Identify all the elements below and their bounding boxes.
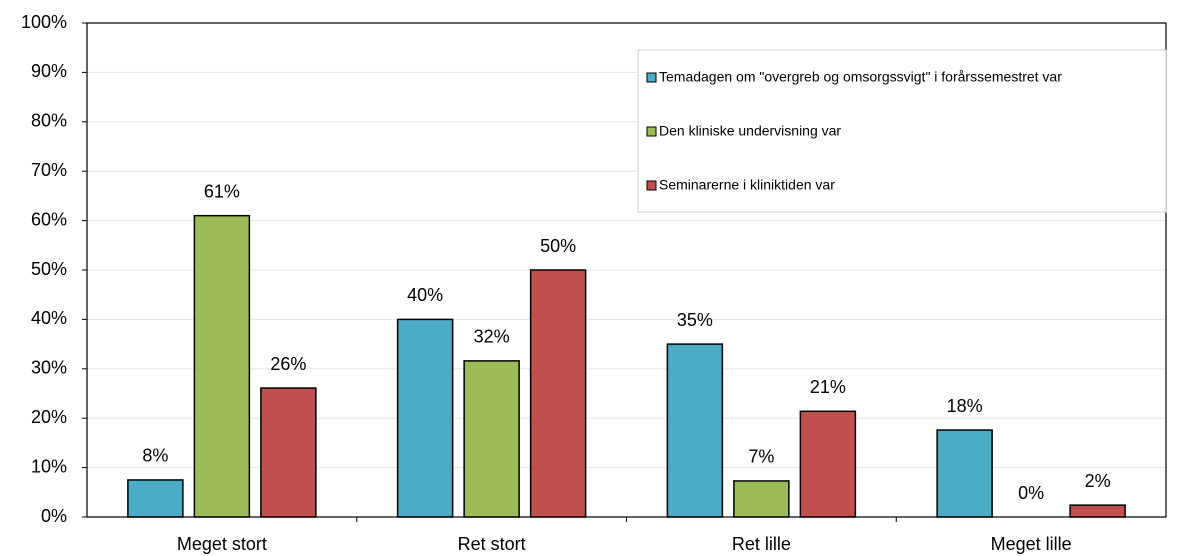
bar bbox=[936, 429, 993, 518]
legend-box bbox=[637, 49, 1167, 213]
bar bbox=[666, 343, 724, 518]
bar bbox=[260, 387, 317, 518]
y-tick-label: 90% bbox=[31, 61, 67, 81]
x-tick-label: Meget lille bbox=[991, 534, 1072, 554]
y-tick-label: 0% bbox=[41, 506, 67, 526]
y-tick-label: 40% bbox=[31, 308, 67, 328]
legend-swatch bbox=[646, 126, 657, 137]
legend-label: Temadagen om "overgreb og omsorgssvigt" … bbox=[659, 69, 1062, 85]
y-tick-label: 60% bbox=[31, 209, 67, 229]
value-label: 0% bbox=[1018, 483, 1044, 503]
y-tick-label: 10% bbox=[31, 456, 67, 476]
value-label: 61% bbox=[204, 181, 240, 201]
bar bbox=[463, 360, 520, 518]
value-label: 50% bbox=[540, 236, 576, 256]
bar bbox=[529, 269, 587, 518]
value-label: 21% bbox=[810, 377, 846, 397]
y-tick-label: 30% bbox=[31, 358, 67, 378]
bar bbox=[127, 479, 184, 518]
value-label: 18% bbox=[947, 396, 983, 416]
bar bbox=[799, 410, 857, 518]
bar bbox=[1069, 504, 1126, 518]
bar bbox=[733, 480, 790, 518]
value-label: 35% bbox=[677, 310, 713, 330]
x-tick-label: Ret lille bbox=[732, 534, 791, 554]
bar bbox=[396, 318, 454, 518]
value-label: 2% bbox=[1085, 471, 1111, 491]
bar bbox=[193, 214, 251, 518]
y-tick-label: 20% bbox=[31, 407, 67, 427]
legend-label: Seminarerne i kliniktiden var bbox=[659, 177, 835, 193]
y-tick-label: 50% bbox=[31, 259, 67, 279]
y-tick-label: 70% bbox=[31, 160, 67, 180]
legend-swatch bbox=[646, 180, 657, 191]
x-tick-label: Ret stort bbox=[458, 534, 526, 554]
legend-swatch bbox=[646, 72, 657, 83]
x-tick-label: Meget stort bbox=[177, 534, 267, 554]
value-label: 7% bbox=[748, 447, 774, 467]
value-label: 26% bbox=[270, 354, 306, 374]
y-tick-label: 100% bbox=[21, 12, 67, 32]
value-label: 8% bbox=[142, 446, 168, 466]
value-label: 40% bbox=[407, 285, 443, 305]
value-label: 32% bbox=[474, 327, 510, 347]
legend-label: Den kliniske undervisning var bbox=[659, 123, 841, 139]
y-tick-label: 80% bbox=[31, 111, 67, 131]
